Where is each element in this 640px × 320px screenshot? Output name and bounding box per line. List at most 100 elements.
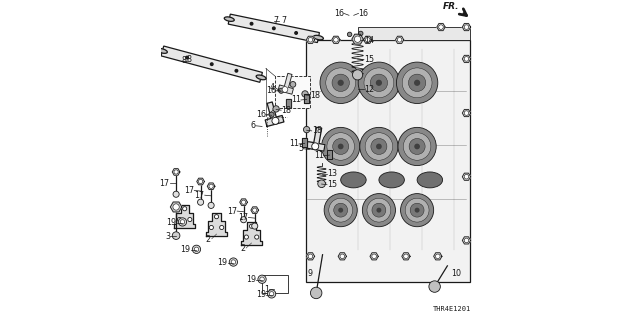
Polygon shape [304, 94, 309, 103]
Text: THR4E1201: THR4E1201 [433, 306, 471, 312]
Circle shape [414, 80, 420, 86]
Polygon shape [364, 36, 372, 44]
Text: 12: 12 [364, 85, 374, 94]
Polygon shape [302, 138, 307, 147]
Circle shape [302, 91, 308, 97]
Polygon shape [265, 102, 284, 126]
Polygon shape [327, 150, 332, 159]
Text: 19: 19 [218, 258, 228, 267]
Circle shape [333, 139, 349, 155]
Polygon shape [307, 253, 315, 260]
Circle shape [403, 133, 431, 160]
Circle shape [273, 106, 279, 112]
Circle shape [258, 275, 266, 284]
Circle shape [376, 208, 381, 212]
Polygon shape [402, 253, 410, 260]
Circle shape [372, 254, 376, 259]
Circle shape [208, 202, 214, 208]
Circle shape [376, 144, 382, 149]
Circle shape [320, 62, 362, 103]
Circle shape [408, 74, 426, 92]
Circle shape [398, 127, 436, 165]
Circle shape [402, 68, 432, 98]
Text: 14: 14 [364, 36, 374, 45]
Circle shape [348, 32, 352, 36]
Circle shape [327, 133, 355, 160]
Text: 2: 2 [205, 235, 211, 244]
Polygon shape [462, 23, 470, 31]
Circle shape [194, 247, 198, 252]
Circle shape [371, 139, 387, 155]
Circle shape [401, 194, 434, 227]
Polygon shape [278, 73, 293, 94]
Polygon shape [241, 222, 262, 245]
Circle shape [250, 22, 253, 25]
Circle shape [209, 225, 213, 229]
Circle shape [464, 111, 468, 115]
Text: 7: 7 [282, 16, 287, 25]
Text: 11: 11 [291, 95, 301, 105]
Text: 10: 10 [451, 269, 461, 278]
Circle shape [429, 281, 440, 292]
Text: 1: 1 [264, 284, 269, 294]
Polygon shape [306, 27, 470, 40]
Circle shape [329, 198, 353, 222]
Text: 7: 7 [274, 16, 279, 25]
Circle shape [214, 215, 219, 219]
Circle shape [273, 27, 275, 30]
Circle shape [174, 170, 178, 174]
Circle shape [182, 207, 187, 211]
Polygon shape [462, 237, 470, 244]
Circle shape [397, 37, 402, 42]
Text: 11: 11 [314, 151, 324, 160]
Circle shape [198, 180, 203, 184]
Text: 17: 17 [195, 191, 205, 200]
Circle shape [404, 254, 408, 259]
Circle shape [198, 199, 204, 205]
Circle shape [409, 139, 425, 155]
Circle shape [338, 144, 344, 149]
Polygon shape [170, 202, 182, 212]
Circle shape [415, 208, 420, 212]
Circle shape [365, 37, 370, 42]
FancyBboxPatch shape [275, 76, 310, 108]
Circle shape [209, 184, 213, 188]
Circle shape [326, 68, 356, 98]
Polygon shape [207, 183, 215, 189]
Circle shape [255, 235, 259, 239]
Polygon shape [462, 109, 470, 116]
Circle shape [173, 191, 179, 197]
Circle shape [253, 208, 257, 212]
Circle shape [364, 68, 394, 98]
Circle shape [365, 133, 393, 160]
Circle shape [177, 218, 182, 222]
Circle shape [464, 174, 468, 179]
Polygon shape [307, 127, 325, 151]
Text: 8: 8 [187, 55, 192, 64]
Polygon shape [285, 99, 291, 108]
Text: 16: 16 [334, 9, 344, 18]
Text: 18: 18 [312, 126, 322, 135]
Text: 17: 17 [227, 207, 237, 216]
Circle shape [173, 204, 179, 210]
Text: 17: 17 [159, 179, 170, 188]
Text: 15: 15 [364, 55, 374, 64]
Polygon shape [462, 55, 470, 62]
Text: 17: 17 [238, 213, 248, 222]
Circle shape [310, 287, 322, 299]
Circle shape [358, 31, 363, 36]
Text: 8: 8 [182, 56, 186, 65]
Circle shape [272, 117, 279, 124]
Text: 18: 18 [281, 106, 291, 115]
Polygon shape [172, 169, 180, 175]
Polygon shape [332, 36, 340, 44]
Polygon shape [434, 253, 442, 260]
Polygon shape [196, 178, 204, 185]
Ellipse shape [314, 35, 323, 40]
Polygon shape [240, 199, 248, 205]
Polygon shape [396, 36, 404, 44]
Text: FR.: FR. [443, 2, 460, 11]
Text: 18: 18 [310, 91, 320, 100]
Circle shape [244, 235, 248, 239]
Circle shape [295, 32, 298, 34]
